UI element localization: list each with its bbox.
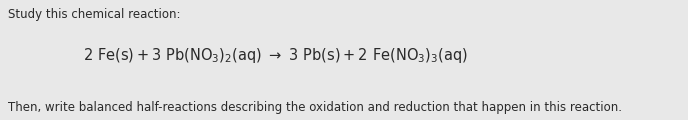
Text: Then, write balanced half-reactions describing the oxidation and reduction that : Then, write balanced half-reactions desc… [8, 101, 622, 114]
Text: Study this chemical reaction:: Study this chemical reaction: [8, 8, 181, 21]
Text: $\mathregular{2\ Fe(s)+3\ Pb(NO_3)_2(aq)\ \rightarrow\ 3\ Pb(s)+2\ Fe(NO_3)_3(aq: $\mathregular{2\ Fe(s)+3\ Pb(NO_3)_2(aq)… [83, 46, 467, 65]
